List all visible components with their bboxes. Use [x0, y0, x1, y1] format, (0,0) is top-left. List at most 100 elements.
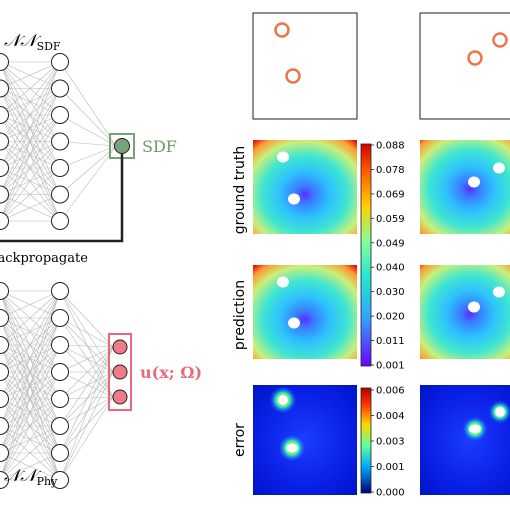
colorbar-tick-label: 0.030: [376, 287, 405, 298]
network-node: [51, 417, 69, 435]
network-edge: [0, 167, 61, 222]
network-edge: [0, 290, 61, 427]
geometry-panel-2: [419, 12, 510, 120]
network-node: [0, 417, 9, 435]
colorbar-tick-label: 0.049: [376, 238, 405, 249]
prediction-field-2: [420, 265, 510, 359]
colorbar-tick-label: 0.001: [376, 361, 405, 372]
network-edge: [0, 88, 61, 222]
network-edge: [59, 61, 117, 147]
network-node: [51, 159, 69, 177]
network-edge: [59, 114, 117, 147]
network-node: [51, 444, 69, 462]
network-edge: [0, 114, 61, 222]
network-edge: [59, 371, 114, 400]
network-edge: [0, 141, 61, 222]
network-node: [0, 363, 9, 381]
network-node: [0, 106, 9, 124]
colorbar-tick-label: 0.011: [376, 336, 405, 347]
network-edge: [0, 61, 61, 222]
network-edge: [0, 425, 61, 481]
error-field-1: [253, 385, 357, 495]
network-edge: [59, 145, 117, 222]
ground-truth-field-2: [420, 140, 510, 234]
hole-mask: [469, 424, 481, 434]
network-edge: [0, 344, 61, 481]
physics-output-nodes: [108, 333, 132, 411]
network-node: [51, 132, 69, 151]
network-node: [51, 282, 69, 300]
network-edge: [59, 371, 114, 454]
network-edge: [59, 344, 114, 398]
network-edge: [59, 290, 114, 373]
hole-mask: [277, 151, 289, 163]
network-edge: [59, 290, 114, 398]
network-node: [0, 282, 9, 300]
network-edge: [59, 371, 114, 481]
physics-output-label: u(x; Ω): [140, 363, 202, 382]
colorbar-tick-label: 0.088: [376, 141, 405, 152]
network-node: [51, 79, 69, 98]
row-label-prediction: prediction: [232, 280, 248, 350]
network-node: [0, 309, 9, 327]
network-node: [0, 212, 9, 230]
hole-ring: [274, 22, 290, 38]
network-node: [0, 185, 9, 204]
network-edge: [0, 290, 61, 373]
colorbar-tick-label: 0.040: [376, 263, 405, 274]
geometry-panel-1: [252, 12, 358, 120]
network-edge: [0, 61, 61, 116]
colorbar-tick-label: 0.078: [376, 165, 405, 176]
sdf-network-name: 𝒩𝒩SDF: [4, 31, 61, 53]
hole-ring: [285, 68, 301, 84]
error-field-2: [420, 385, 510, 495]
hole-mask: [495, 407, 505, 417]
colorbar-tick-label: 0.020: [376, 312, 405, 323]
network-node: [51, 53, 69, 71]
network-edge: [59, 346, 114, 400]
network-edge: [0, 61, 61, 169]
network-edge: [59, 396, 114, 481]
row-label-error: error: [232, 423, 248, 457]
colorbar-tick-label: 0.004: [376, 411, 405, 422]
network-node: [0, 390, 9, 408]
network-node: [0, 159, 9, 177]
hole-ring: [467, 50, 483, 66]
backpropagate-arrow: [0, 154, 124, 243]
row-label-ground-truth: ground truth: [232, 146, 248, 234]
network-node: [0, 444, 9, 462]
network-edge: [59, 290, 114, 348]
colorbar-tick-label: 0.006: [376, 386, 405, 397]
network-node: [0, 79, 9, 98]
colorbar-tick-label: 0.069: [376, 189, 405, 200]
physics-network-diagram: [0, 282, 114, 489]
network-node: [51, 212, 69, 230]
prediction-field-1: [253, 265, 357, 359]
network-edge: [0, 398, 61, 481]
hole-ring: [492, 32, 508, 48]
network-edge: [59, 317, 114, 398]
hole-mask: [468, 301, 480, 313]
network-edge: [59, 317, 114, 373]
hole-mask: [493, 162, 505, 174]
network-edge: [0, 290, 61, 454]
network-edge: [59, 371, 114, 398]
colorbar-error: 0.006 0.004 0.003 0.001 0.000: [360, 386, 405, 499]
network-node: [51, 390, 69, 408]
hole-mask: [493, 286, 505, 298]
network-edge: [0, 194, 61, 222]
network-edge: [59, 346, 114, 427]
sdf-network-diagram: [0, 53, 117, 230]
network-edge: [59, 317, 114, 348]
colorbar-field: 0.088 0.078 0.069 0.059 0.049 0.040 0.030 0.020…: [360, 141, 405, 372]
network-edge: [0, 290, 61, 400]
network-node: [51, 106, 69, 124]
sdf-output-label: SDF: [142, 137, 177, 156]
network-edge: [0, 61, 61, 142]
network-edge: [59, 344, 114, 373]
hole-mask: [288, 193, 300, 205]
network-edge: [0, 290, 61, 319]
network-node: [51, 185, 69, 204]
network-edge: [59, 145, 117, 169]
network-edge: [59, 346, 114, 454]
